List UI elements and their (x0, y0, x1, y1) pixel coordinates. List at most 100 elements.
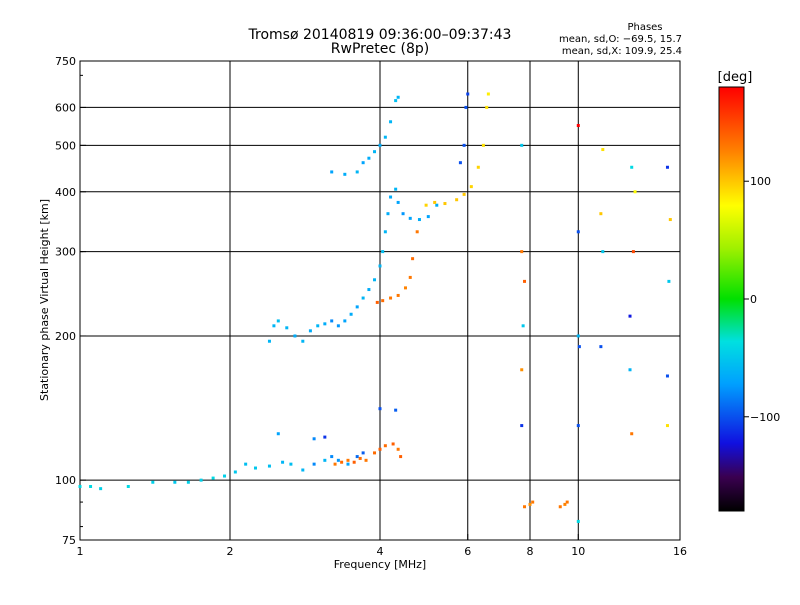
x-tick-label: 2 (227, 545, 234, 558)
data-point (323, 458, 327, 462)
data-point (391, 442, 395, 446)
data-point (462, 143, 466, 147)
colorbar-label: [deg] (718, 70, 753, 85)
data-point (396, 293, 400, 297)
data-point (576, 230, 580, 234)
data-point (520, 250, 524, 254)
data-point (285, 326, 289, 330)
data-point (89, 484, 93, 488)
y-tick-label: 75 (62, 534, 76, 547)
y-axis-label: Stationary phase Virtual Height [km] (38, 199, 51, 401)
data-point (364, 458, 368, 462)
data-point (665, 424, 669, 428)
data-point (355, 305, 359, 309)
data-point (343, 172, 347, 176)
chart-subtitle: RwPretec (8p) (331, 41, 429, 57)
data-point (330, 319, 334, 323)
data-point (394, 187, 398, 191)
data-point (458, 161, 462, 165)
data-point (408, 216, 412, 220)
data-point (323, 435, 327, 439)
data-point (78, 484, 82, 488)
x-tick-label: 16 (673, 545, 687, 558)
y-tick-label: 100 (55, 474, 76, 487)
data-point (408, 275, 412, 279)
data-point (435, 203, 439, 207)
data-point (668, 218, 672, 222)
data-point (346, 462, 350, 466)
data-point (466, 92, 470, 96)
data-point (340, 460, 344, 464)
data-point (233, 470, 237, 474)
data-point (528, 502, 532, 506)
data-point (401, 212, 405, 216)
data-point (151, 480, 155, 484)
data-point (312, 437, 316, 441)
data-point (244, 462, 248, 466)
data-point (330, 170, 334, 174)
data-point (628, 314, 632, 318)
data-point (389, 120, 393, 124)
data-point (293, 334, 297, 338)
ticks-layer: 1 2 4 6 8 10 16 75 100 200 300 400 500 600 750 (55, 55, 687, 558)
data-point (424, 203, 428, 207)
chart-title: Tromsø 20140819 09:36:00–09:37:43 (248, 27, 512, 43)
y-tick-label: 200 (55, 330, 76, 343)
x-tick-label: 4 (377, 545, 384, 558)
stats-line-x: mean, sd,X: 109.9, 25.4 (562, 46, 682, 57)
data-point (383, 230, 387, 234)
data-point (576, 334, 580, 338)
x-tick-label: 6 (464, 545, 471, 558)
data-point (455, 198, 459, 202)
data-point (276, 432, 280, 436)
data-point (403, 286, 407, 290)
y-tick-label: 750 (55, 55, 76, 68)
data-point (367, 288, 371, 292)
data-point (386, 212, 390, 216)
data-point (383, 135, 387, 139)
data-point (373, 278, 377, 282)
stats-line-o: mean, sd,O: −69.5, 15.7 (559, 34, 682, 45)
data-point (375, 300, 379, 304)
colorbar-ticks: 100 0 −100 (744, 175, 780, 424)
data-point (352, 460, 356, 464)
data-point (520, 143, 524, 147)
data-point (383, 444, 387, 448)
data-point (272, 324, 276, 328)
data-point (389, 296, 393, 300)
x-axis-label: Frequency [MHz] (334, 558, 426, 571)
data-point (426, 215, 430, 219)
data-point (301, 339, 305, 343)
y-tick-label: 600 (55, 101, 76, 114)
data-point (415, 230, 419, 234)
data-point (267, 339, 271, 343)
data-point (601, 148, 605, 152)
data-point (462, 192, 466, 196)
y-tick-label: 500 (55, 139, 76, 152)
data-point (330, 455, 334, 459)
data-point (301, 468, 305, 472)
data-point (333, 462, 337, 466)
data-point (267, 464, 271, 468)
data-point (576, 124, 580, 128)
data-point (281, 460, 285, 464)
colorbar-tick-label: 0 (750, 293, 757, 306)
points-layer (78, 92, 672, 523)
data-point (565, 500, 569, 504)
data-point (361, 161, 365, 165)
data-point (396, 95, 400, 99)
data-point (173, 480, 177, 484)
data-point (389, 195, 393, 199)
x-tick-label: 10 (571, 545, 585, 558)
data-point (665, 374, 669, 378)
data-point (358, 456, 362, 460)
data-point (373, 451, 377, 455)
data-point (433, 200, 437, 204)
data-point (665, 165, 669, 169)
data-point (308, 329, 312, 333)
data-point (531, 500, 535, 504)
data-point (378, 143, 382, 147)
data-point (520, 424, 524, 428)
